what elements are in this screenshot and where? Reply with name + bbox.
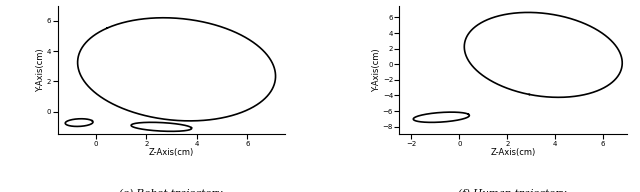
Text: (f) Human trajectory.: (f) Human trajectory. — [458, 188, 568, 192]
Y-axis label: Y-Axis(cm): Y-Axis(cm) — [36, 48, 45, 92]
Text: (e) Robot trajectory.: (e) Robot trajectory. — [119, 188, 224, 192]
X-axis label: Z-Axis(cm): Z-Axis(cm) — [149, 148, 194, 157]
Y-axis label: Y-Axis(cm): Y-Axis(cm) — [372, 48, 381, 92]
X-axis label: Z-Axis(cm): Z-Axis(cm) — [491, 148, 536, 157]
